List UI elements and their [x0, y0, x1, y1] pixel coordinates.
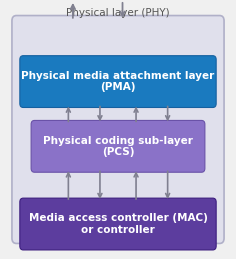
Text: Physical media attachment layer
(PMA): Physical media attachment layer (PMA): [21, 71, 215, 92]
Text: Media access controller (MAC)
or controller: Media access controller (MAC) or control…: [29, 213, 207, 235]
Text: Physical coding sub-layer
(PCS): Physical coding sub-layer (PCS): [43, 135, 193, 157]
FancyBboxPatch shape: [20, 56, 216, 107]
FancyBboxPatch shape: [20, 198, 216, 250]
Text: Physical layer (PHY): Physical layer (PHY): [66, 8, 170, 18]
FancyBboxPatch shape: [31, 120, 205, 172]
FancyBboxPatch shape: [12, 16, 224, 243]
